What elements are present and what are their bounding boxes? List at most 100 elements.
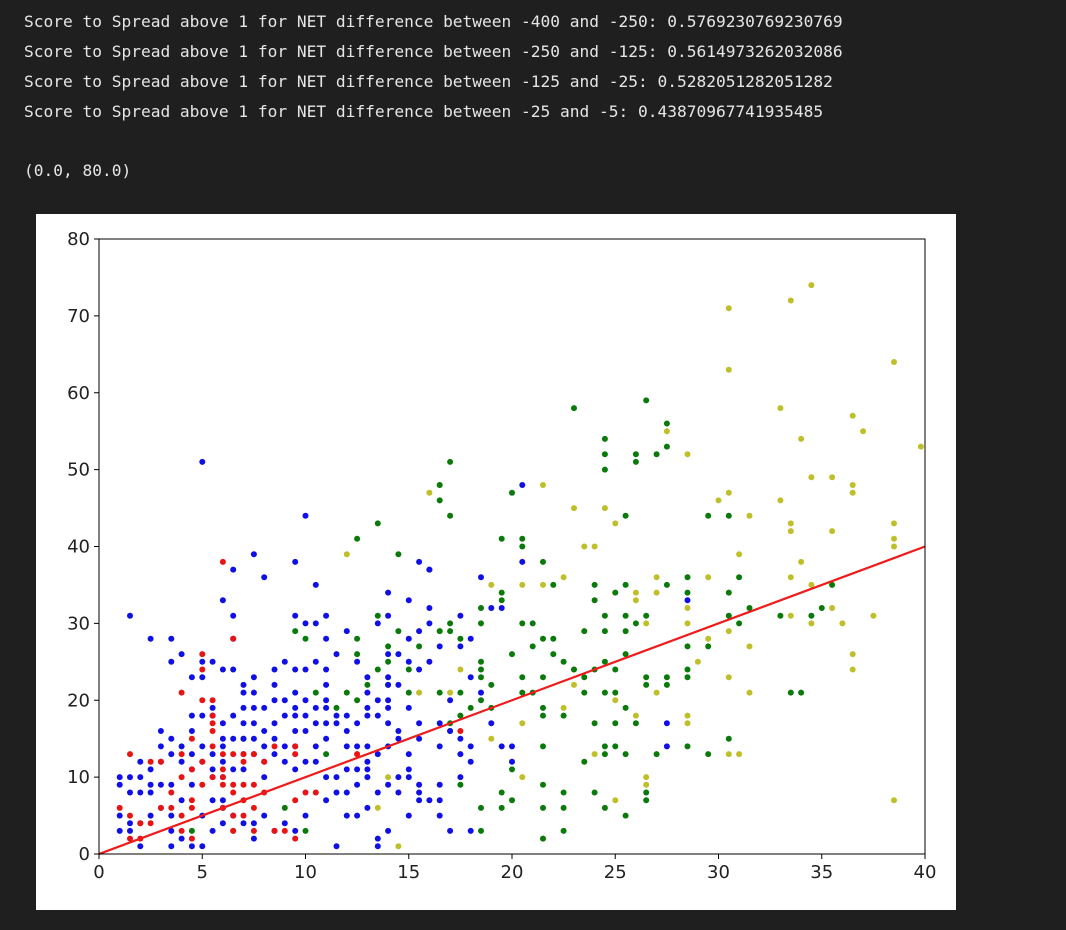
data-point xyxy=(333,843,340,850)
data-point xyxy=(312,581,319,588)
data-point xyxy=(271,751,278,758)
data-point xyxy=(519,689,526,696)
data-point xyxy=(416,789,423,796)
data-point xyxy=(188,712,195,719)
data-point xyxy=(250,704,257,711)
data-point xyxy=(302,666,309,673)
data-point xyxy=(663,443,670,450)
data-point xyxy=(323,612,330,619)
data-point xyxy=(457,728,464,734)
data-point xyxy=(364,774,371,781)
data-point xyxy=(395,551,402,558)
data-point xyxy=(540,558,546,565)
x-tick-label: 40 xyxy=(914,862,937,883)
data-point xyxy=(343,812,350,819)
data-point xyxy=(405,689,412,696)
data-point xyxy=(612,520,619,527)
data-point xyxy=(385,643,392,650)
data-point xyxy=(684,666,691,673)
data-point xyxy=(705,635,712,642)
data-point xyxy=(364,681,371,688)
data-point xyxy=(798,558,805,565)
data-point xyxy=(447,620,454,627)
data-point xyxy=(478,674,484,681)
data-point xyxy=(178,774,185,781)
data-point xyxy=(663,674,670,681)
data-point xyxy=(271,827,278,834)
data-point xyxy=(746,512,753,519)
data-point xyxy=(416,720,423,727)
data-point xyxy=(188,751,195,758)
data-point xyxy=(209,728,216,734)
data-point xyxy=(250,735,257,742)
data-point xyxy=(168,635,175,642)
data-point xyxy=(292,628,299,635)
data-point xyxy=(787,689,794,696)
data-point xyxy=(436,497,443,504)
data-point xyxy=(188,804,195,811)
data-point xyxy=(829,528,836,535)
data-point xyxy=(798,689,805,696)
data-point xyxy=(643,781,650,788)
data-point xyxy=(219,751,226,758)
data-point xyxy=(426,797,433,804)
data-point xyxy=(219,781,226,788)
data-point xyxy=(818,605,825,611)
data-point xyxy=(643,612,650,619)
data-point xyxy=(550,651,557,658)
data-point xyxy=(199,712,206,719)
data-point xyxy=(457,612,464,619)
data-point xyxy=(364,766,371,773)
data-point xyxy=(354,766,361,773)
data-point xyxy=(219,720,226,727)
data-point xyxy=(292,666,299,673)
data-point xyxy=(199,658,206,665)
data-point xyxy=(302,827,309,834)
output-line: Score to Spread above 1 for NET differen… xyxy=(24,72,833,91)
data-point xyxy=(653,589,660,596)
data-point xyxy=(116,812,123,819)
data-point xyxy=(736,751,743,758)
y-tick-label: 30 xyxy=(67,613,90,634)
data-point xyxy=(374,843,381,850)
data-point xyxy=(343,743,350,750)
data-point xyxy=(663,720,670,727)
data-point xyxy=(199,758,206,765)
data-point xyxy=(498,605,505,611)
data-point xyxy=(209,797,216,804)
data-point xyxy=(436,689,443,696)
data-point xyxy=(891,797,897,804)
data-point xyxy=(219,774,226,781)
data-point xyxy=(663,428,670,435)
data-point xyxy=(416,628,423,635)
data-point xyxy=(540,674,546,681)
data-point xyxy=(178,812,185,819)
data-point xyxy=(891,359,897,365)
data-point xyxy=(209,704,216,711)
data-point xyxy=(323,735,330,742)
data-point xyxy=(632,597,639,604)
x-tick-label: 35 xyxy=(810,862,833,883)
data-point xyxy=(178,751,185,758)
data-point xyxy=(540,835,546,842)
data-point xyxy=(209,720,216,727)
data-point xyxy=(601,743,608,750)
data-point xyxy=(725,612,732,619)
data-point xyxy=(188,674,195,681)
data-point xyxy=(426,566,433,573)
data-point xyxy=(178,689,185,696)
data-point xyxy=(199,458,206,465)
data-point xyxy=(385,781,392,788)
x-tick-label: 5 xyxy=(197,862,208,883)
data-point xyxy=(168,751,175,758)
data-point xyxy=(447,458,454,465)
data-point xyxy=(385,704,392,711)
data-point xyxy=(219,735,226,742)
data-point xyxy=(478,666,484,673)
data-point xyxy=(705,751,712,758)
data-point xyxy=(250,820,257,827)
data-point xyxy=(612,743,619,750)
data-point xyxy=(684,605,691,611)
data-point xyxy=(199,666,206,673)
data-point xyxy=(787,520,794,527)
